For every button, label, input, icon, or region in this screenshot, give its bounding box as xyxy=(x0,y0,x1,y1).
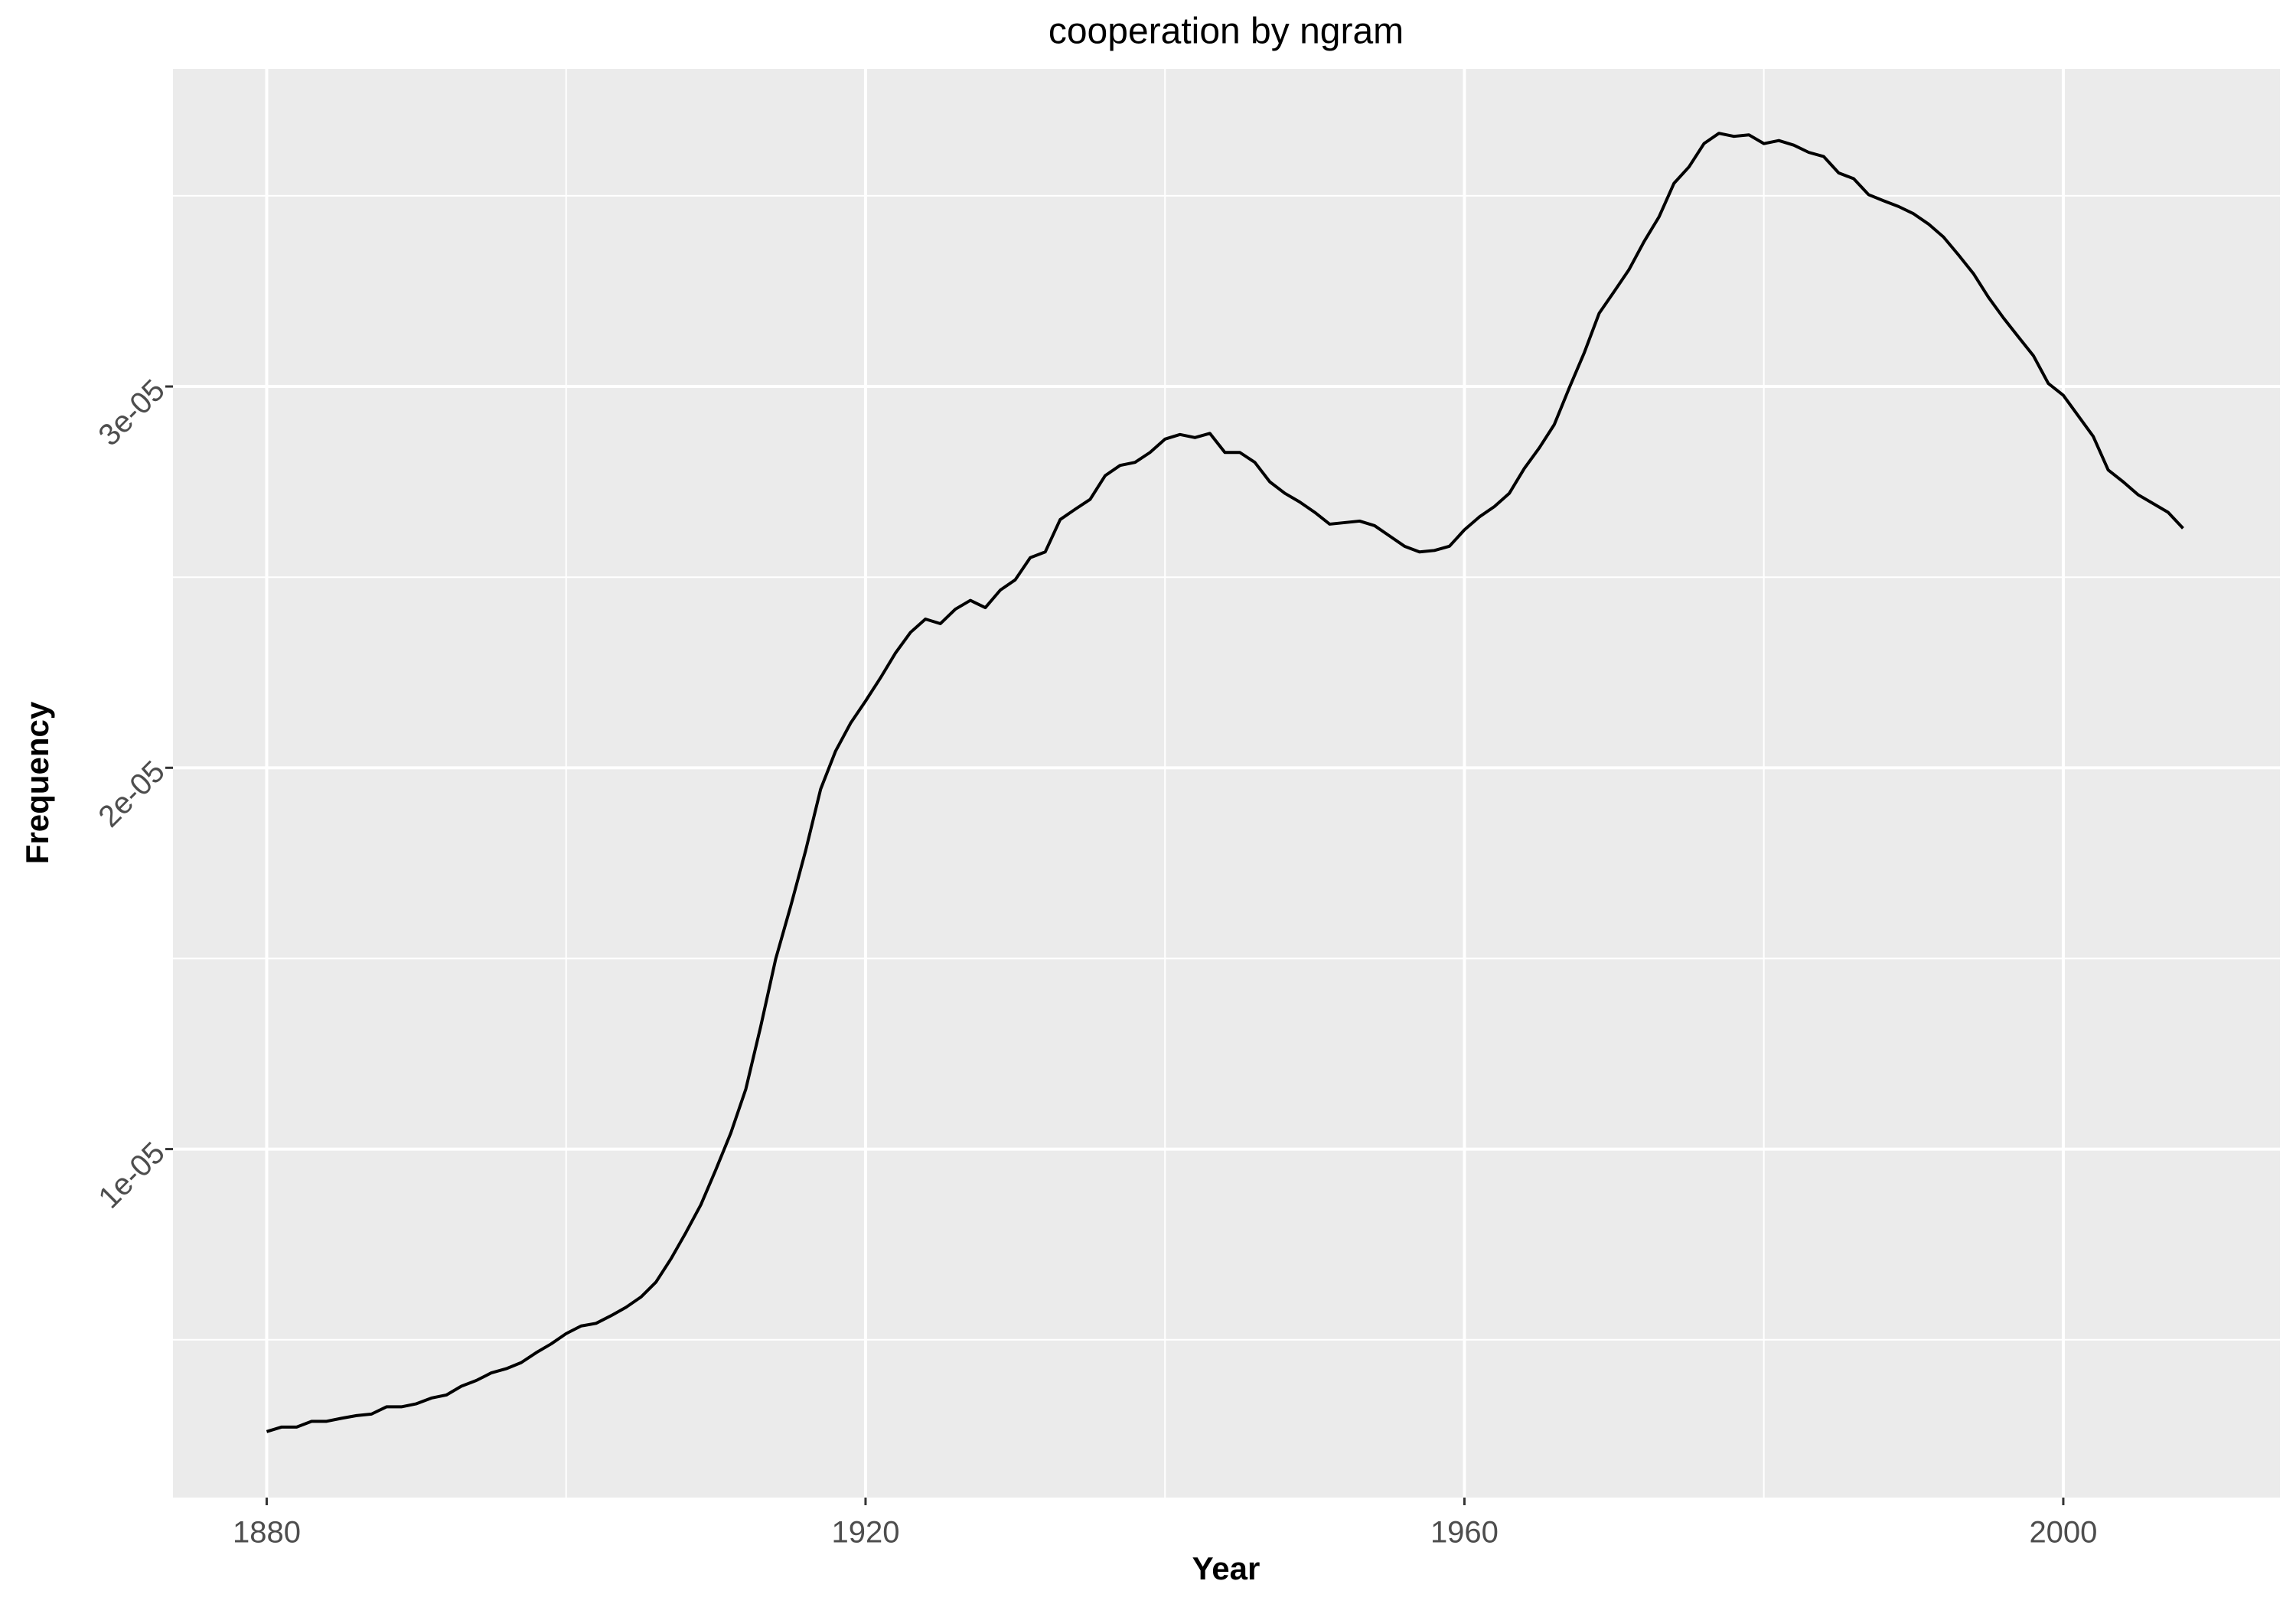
panel xyxy=(173,69,2280,1498)
x-axis-title: Year xyxy=(1192,1550,1261,1586)
y-tick-label: 2e-05 xyxy=(92,755,171,833)
x-tick-label: 1960 xyxy=(1430,1516,1499,1550)
x-tick-label: 1880 xyxy=(233,1516,301,1550)
y-tick-label: 1e-05 xyxy=(92,1136,171,1214)
y-axis-title: Frequency xyxy=(19,701,55,864)
x-tick-label: 1920 xyxy=(831,1516,899,1550)
chart-title: cooperation by ngram xyxy=(1049,11,1404,52)
y-tick-label: 3e-05 xyxy=(92,373,171,452)
x-tick-label: 2000 xyxy=(2029,1516,2097,1550)
line xyxy=(266,132,2184,1433)
